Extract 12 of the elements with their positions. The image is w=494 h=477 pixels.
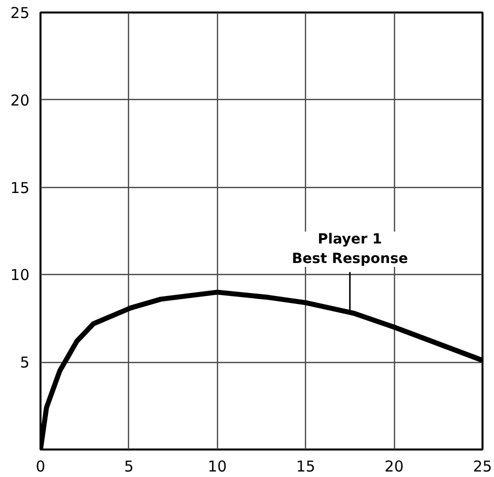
x-tick-label: 5	[124, 458, 134, 476]
y-tick-label: 10	[10, 266, 30, 284]
annotation: Player 1 Best Response	[292, 232, 408, 267]
y-tick-label: 25	[10, 4, 30, 22]
x-tick-label: 25	[472, 458, 492, 476]
y-tick-label: 15	[10, 178, 30, 197]
x-tick-label: 0	[36, 458, 46, 476]
x-tick-label: 20	[384, 458, 404, 476]
y-tick-label: 20	[10, 91, 30, 110]
y-tick-label: 5	[20, 354, 30, 372]
x-tick-label: 10	[208, 458, 227, 476]
x-tick-label: 15	[296, 458, 316, 476]
